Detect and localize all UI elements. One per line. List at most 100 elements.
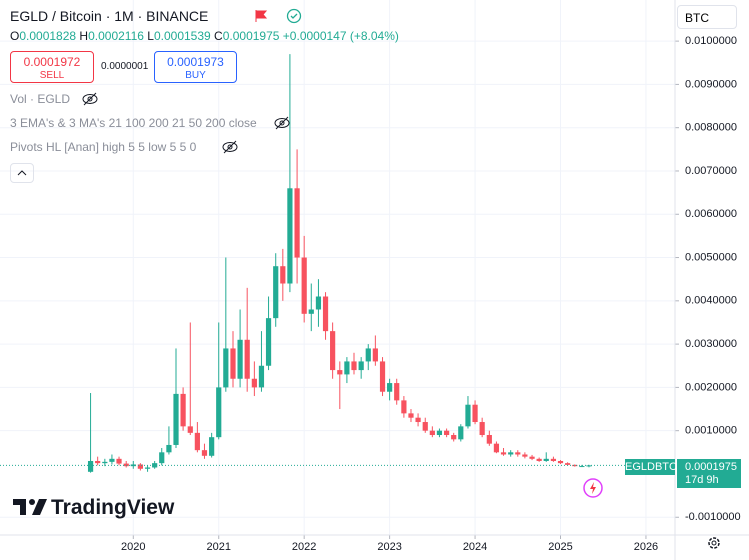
candle-body (223, 348, 229, 388)
y-tick-label: -0.0010000 (685, 511, 741, 523)
y-tick-label: 0.0090000 (685, 78, 737, 90)
candle-body (180, 393, 186, 427)
buy-button[interactable]: 0.0001973 BUY (154, 51, 237, 83)
candle-body (564, 463, 571, 465)
ohlc-key: H (79, 29, 89, 43)
candle-body (273, 266, 279, 319)
indicator-legend[interactable]: Pivots HL [Anan] high 5 5 low 5 5 0 (10, 140, 196, 154)
candle-body (379, 361, 386, 392)
indicator-legend[interactable]: Vol · EGLD (10, 92, 70, 106)
y-tick-label: 0.0100000 (685, 35, 737, 47)
candle-body (572, 464, 578, 467)
candle-body (550, 458, 557, 461)
candle-body (187, 426, 193, 433)
candle-body (508, 452, 514, 455)
candle-body (472, 404, 478, 423)
indicator-name: 3 EMA's & 3 MA's 21 100 200 21 50 200 cl… (10, 116, 257, 130)
candle-body (280, 266, 286, 284)
ohlc-key: C (214, 29, 223, 43)
candle-body (237, 339, 243, 379)
candle-body (415, 417, 421, 423)
ohlc-value: 0.0001828 (19, 29, 77, 43)
x-tick-label: 2023 (377, 541, 401, 553)
candle-body (244, 339, 250, 379)
symbol-title[interactable]: EGLD / Bitcoin · 1M · BINANCE (10, 8, 209, 24)
candle-body (137, 464, 143, 469)
candle-body (265, 318, 272, 366)
indicator-name: Pivots HL [Anan] high 5 5 low 5 5 0 (10, 140, 197, 154)
candle-body (216, 387, 222, 438)
candle-body (251, 378, 257, 388)
candle-body (557, 460, 564, 464)
candle-body (315, 296, 322, 310)
candle-body (515, 452, 521, 455)
candle-body (287, 188, 293, 284)
candle-body (493, 443, 500, 453)
collapse-button[interactable] (10, 163, 34, 183)
candle-body (500, 452, 507, 455)
hidden-icon[interactable] (273, 116, 291, 130)
eye-icon[interactable] (286, 8, 302, 24)
x-tick-label: 2024 (463, 541, 487, 553)
currency: BTC (685, 11, 709, 25)
candle-body (387, 383, 393, 392)
candle-body (322, 296, 329, 332)
candle-body (401, 400, 407, 414)
brand-name: TradingView (51, 496, 175, 519)
ohlc-line: O0.0001828 H0.0002116 L0.0001539 C0.0001… (10, 29, 399, 43)
candle-body (152, 463, 158, 468)
news-icon[interactable] (582, 477, 604, 499)
x-tick-label: 2021 (206, 541, 230, 553)
candle-body (116, 458, 122, 464)
y-tick-label: 0.0080000 (685, 122, 737, 134)
candle-body (166, 444, 172, 453)
sell-button[interactable]: 0.0001972 SELL (10, 51, 94, 83)
buy-label: BUY (185, 70, 206, 81)
candle-body (358, 361, 364, 371)
flag-icon[interactable] (254, 9, 268, 23)
candle-body (209, 437, 215, 456)
candle-body (529, 456, 535, 459)
candle-body (479, 422, 485, 436)
sell-price: 0.0001972 (23, 55, 81, 69)
y-tick-label: 0.0010000 (685, 425, 737, 437)
x-tick-label: 2026 (634, 541, 658, 553)
candle-body (408, 413, 414, 418)
candle-body (230, 348, 236, 379)
indicator-legend[interactable]: 3 EMA's & 3 MA's 21 100 200 21 50 200 cl… (10, 116, 257, 130)
candle-body (102, 461, 108, 464)
candle-body (330, 331, 336, 371)
candle-body (536, 458, 542, 461)
last-price: 0.0001975 (685, 461, 737, 473)
ohlc-value: 0.0001539 (153, 29, 211, 43)
currency-button[interactable]: BTC (677, 5, 737, 29)
candle-body (87, 460, 94, 472)
y-tick-label: 0.0050000 (685, 251, 737, 263)
candle-body (294, 188, 300, 258)
candle-body (337, 370, 343, 375)
brand-icon (13, 499, 47, 515)
y-tick-label: 0.0020000 (685, 381, 737, 393)
candle-body (130, 464, 136, 467)
settings-icon[interactable] (706, 535, 722, 551)
hidden-icon[interactable] (81, 92, 99, 106)
buy-price: 0.0001973 (167, 55, 224, 69)
candle-body (458, 426, 464, 440)
symbol-label: EGLDBTC (625, 459, 677, 475)
candle-body (109, 458, 115, 462)
candle-body (394, 383, 400, 401)
x-tick-label: 2025 (548, 541, 572, 553)
candle-body (201, 450, 208, 456)
ohlc-key: O (10, 29, 20, 43)
candle-body (301, 257, 307, 314)
candle-body (422, 422, 428, 431)
symbol: EGLDBTC (625, 461, 677, 473)
candle-body (451, 435, 457, 440)
candle-body (194, 432, 200, 451)
x-tick-label: 2022 (292, 541, 316, 553)
candle-body (522, 454, 528, 457)
hidden-icon[interactable] (221, 140, 239, 154)
candle-body (344, 361, 350, 375)
candle-body (486, 435, 492, 444)
